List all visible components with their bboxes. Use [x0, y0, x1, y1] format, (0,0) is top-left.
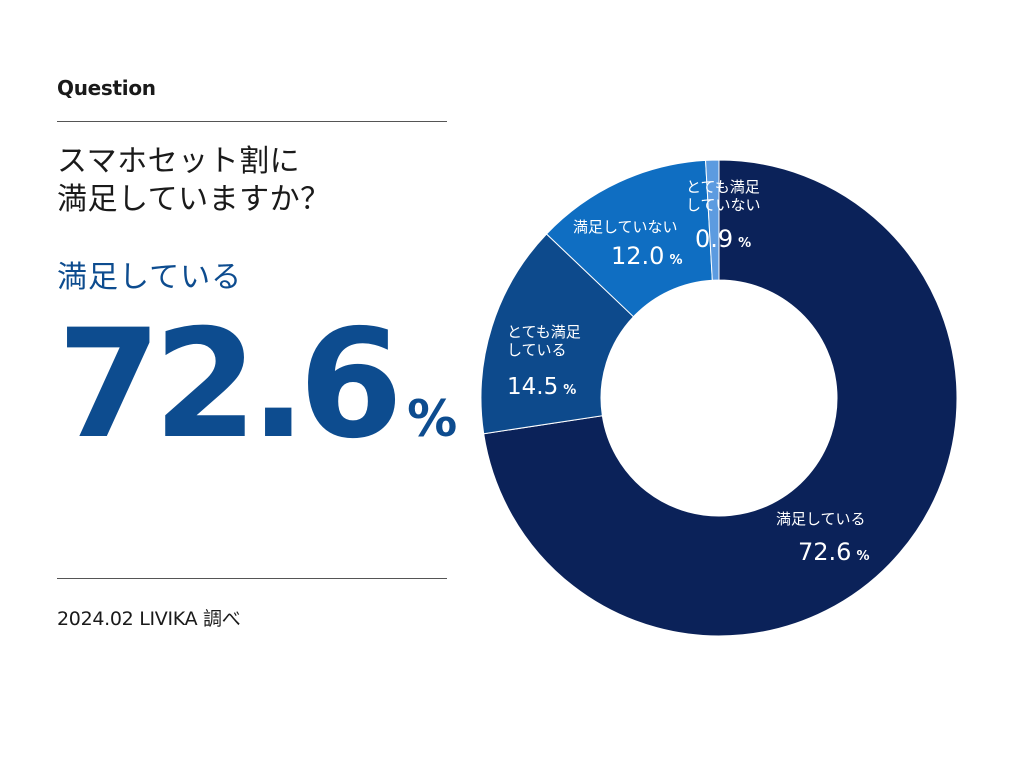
- bottom-divider: [57, 578, 447, 579]
- slice-value-4: 0.9%: [695, 225, 751, 253]
- highlight-unit: %: [407, 390, 458, 448]
- question-label: Question: [57, 76, 156, 100]
- slice-label-2-line-1: とても満足: [507, 323, 581, 341]
- question-line-1: スマホセット割に: [57, 144, 301, 179]
- slice-value-1: 72.6%: [798, 538, 869, 566]
- highlight-value: 72.6: [57, 298, 403, 472]
- slice-label-4-line-1: とても満足: [686, 178, 760, 196]
- slice-value-2: 14.5%: [507, 374, 576, 400]
- slice-value-3: 12.0%: [611, 242, 682, 270]
- slice-label-2-line-2: している: [507, 341, 567, 359]
- slice-label-3-line-1: 満足していない: [573, 218, 678, 236]
- slice-1: [483, 159, 958, 637]
- donut-slices: [480, 159, 958, 637]
- slice-2: [480, 233, 635, 435]
- question-text: スマホセット割に 満足していますか？: [57, 143, 457, 219]
- question-line-2: 満足していますか？: [57, 182, 331, 217]
- top-divider: [57, 121, 447, 122]
- slice-label-4-line-2: していない: [686, 196, 761, 214]
- highlight-percentage: 72.6%: [57, 298, 457, 472]
- slice-4: [705, 159, 720, 281]
- source-note: 2024.02 LIVIKA 調べ: [57, 608, 241, 630]
- slice-label-1-line-1: 満足している: [776, 510, 866, 528]
- answer-label: 満足している: [57, 260, 243, 295]
